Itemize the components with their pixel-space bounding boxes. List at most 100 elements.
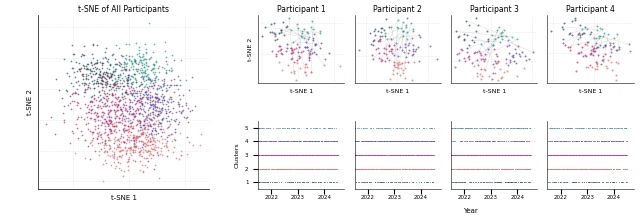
- Point: [598, 153, 608, 157]
- Point: [406, 126, 416, 129]
- Point: [494, 126, 504, 129]
- Point: [515, 153, 525, 157]
- Point: [356, 167, 367, 170]
- Point: [506, 126, 516, 129]
- Point: [276, 153, 286, 157]
- Point: [268, 140, 278, 143]
- Point: [133, 113, 143, 116]
- Point: [447, 153, 457, 157]
- Point: [313, 181, 323, 184]
- Point: [563, 153, 573, 157]
- Point: [143, 64, 153, 68]
- Point: [456, 140, 466, 143]
- Point: [81, 65, 92, 68]
- Point: [329, 126, 339, 129]
- Point: [148, 70, 158, 74]
- Point: [145, 122, 156, 126]
- Point: [291, 140, 301, 143]
- Point: [265, 30, 275, 33]
- Point: [452, 181, 462, 184]
- Point: [264, 140, 274, 143]
- Point: [570, 153, 580, 157]
- Point: [611, 153, 621, 157]
- Point: [125, 75, 136, 78]
- Point: [561, 167, 571, 170]
- Point: [402, 16, 412, 20]
- Point: [556, 140, 566, 143]
- Point: [408, 153, 419, 157]
- Point: [81, 78, 92, 81]
- Point: [480, 153, 490, 157]
- Point: [583, 126, 593, 129]
- Point: [558, 167, 568, 170]
- Point: [500, 126, 511, 129]
- Point: [604, 140, 614, 143]
- Point: [306, 167, 316, 170]
- Point: [374, 153, 385, 157]
- Point: [371, 126, 381, 129]
- Point: [312, 153, 322, 157]
- Point: [88, 86, 99, 89]
- Point: [573, 31, 584, 34]
- Point: [465, 153, 475, 157]
- Point: [123, 119, 133, 122]
- Point: [518, 167, 529, 170]
- Point: [103, 124, 113, 128]
- Point: [566, 126, 577, 129]
- Point: [145, 103, 156, 107]
- Point: [115, 137, 125, 140]
- Point: [354, 181, 364, 184]
- Point: [504, 153, 515, 157]
- Point: [129, 91, 140, 95]
- Point: [161, 100, 172, 103]
- Point: [300, 45, 310, 49]
- Point: [554, 153, 564, 157]
- Point: [111, 62, 121, 66]
- Point: [276, 167, 286, 170]
- Point: [522, 167, 532, 170]
- Point: [543, 181, 553, 184]
- Point: [313, 140, 323, 143]
- Point: [122, 69, 132, 72]
- Point: [132, 69, 142, 73]
- Point: [408, 49, 419, 52]
- Point: [579, 181, 589, 184]
- Point: [286, 47, 296, 50]
- Point: [505, 167, 515, 170]
- Point: [603, 167, 613, 170]
- Point: [576, 140, 586, 143]
- Point: [402, 167, 412, 170]
- Point: [104, 77, 115, 80]
- Point: [615, 167, 625, 170]
- Point: [493, 140, 504, 143]
- Point: [76, 54, 86, 57]
- Point: [564, 167, 575, 170]
- Point: [152, 100, 163, 103]
- Point: [131, 134, 141, 138]
- Point: [124, 127, 134, 131]
- Point: [401, 140, 412, 143]
- Point: [296, 167, 306, 170]
- Point: [87, 63, 97, 67]
- Point: [122, 91, 132, 95]
- Point: [361, 153, 371, 157]
- Point: [566, 167, 576, 170]
- Point: [606, 126, 616, 129]
- Point: [614, 153, 624, 157]
- Point: [472, 58, 483, 61]
- Point: [504, 43, 515, 47]
- Point: [127, 80, 137, 84]
- Point: [619, 153, 629, 157]
- Point: [396, 153, 406, 157]
- Point: [582, 153, 592, 157]
- Point: [401, 140, 411, 143]
- Point: [102, 98, 112, 101]
- Point: [469, 153, 479, 157]
- Point: [547, 140, 557, 143]
- Point: [314, 153, 324, 157]
- Point: [99, 75, 109, 79]
- Point: [616, 126, 626, 129]
- Point: [266, 140, 276, 143]
- Point: [286, 140, 296, 143]
- Point: [95, 69, 105, 73]
